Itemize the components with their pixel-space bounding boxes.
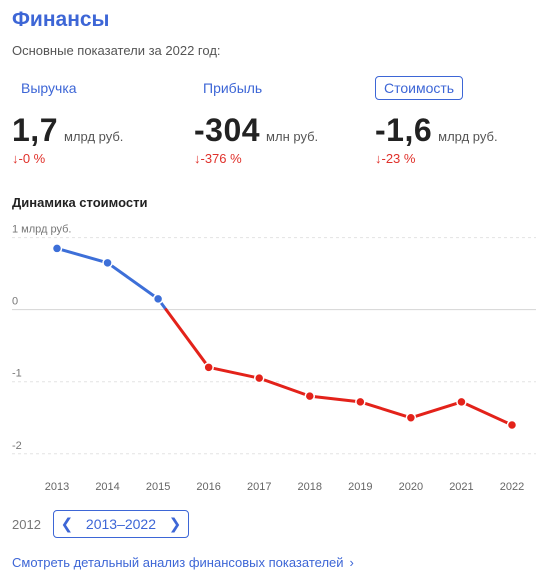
previous-year-label[interactable]: 2012	[12, 516, 41, 532]
value-line-chart: 1 млрд руб. 0 -1 -2 2013 2014 2015 2016 2017 2018…	[12, 224, 536, 493]
x-tick-label: 2013	[45, 481, 69, 493]
chevron-left-icon[interactable]: ❮	[60, 516, 74, 533]
series-line-segment	[55, 246, 110, 265]
data-point	[253, 372, 265, 384]
value-value: -1,6	[375, 112, 433, 148]
x-tick-label: 2016	[196, 481, 220, 493]
page-title: Финансы	[12, 8, 110, 31]
detailed-analysis-link-label: Смотреть детальный анализ финансовых пок…	[12, 555, 344, 570]
detailed-analysis-link[interactable]: Смотреть детальный анализ финансовых пок…	[12, 555, 354, 570]
x-tick-label: 2019	[348, 481, 372, 493]
series-line-segment	[164, 308, 211, 369]
metric-revenue: Выручка 1,7 млрд руб. ↓-0 %	[12, 76, 182, 166]
profit-value: -304	[194, 112, 261, 148]
year-range-selector: ❮ 2013–2022 ❯	[52, 510, 189, 538]
y-tick-label: -2	[12, 440, 22, 452]
data-point	[506, 419, 518, 431]
revenue-unit: млрд руб.	[63, 129, 124, 144]
data-point	[304, 390, 316, 402]
x-tick-label: 2015	[146, 481, 170, 493]
series-line-segment	[106, 261, 160, 301]
x-tick-label: 2021	[449, 481, 473, 493]
revenue-value: 1,7	[12, 112, 58, 148]
y-tick-label: 0	[12, 296, 18, 308]
data-point	[456, 396, 467, 408]
revenue-change: ↓-0 %	[12, 151, 46, 166]
data-point	[102, 257, 113, 269]
profit-unit: млн руб.	[266, 129, 319, 144]
chart-section-title: Динамика стоимости	[12, 195, 148, 210]
value-change: ↓-23 %	[375, 151, 416, 166]
data-point	[51, 243, 63, 254]
profit-change: ↓-376 %	[194, 151, 242, 166]
data-point	[405, 412, 417, 424]
x-tick-label: 2018	[298, 481, 322, 493]
series-line-segment	[207, 365, 261, 380]
series-line-segment	[358, 400, 413, 420]
tab-revenue[interactable]: Выручка	[21, 80, 77, 96]
series-line-segment	[459, 400, 514, 427]
metric-profit: Прибыль -304 млн руб. ↓-376 %	[194, 76, 364, 166]
page-subtitle: Основные показатели за 2022 год:	[12, 43, 221, 58]
value-unit: млрд руб.	[438, 129, 498, 144]
data-point	[152, 293, 164, 305]
metric-value: Стоимость -1,6 млрд руб. ↓-23 %	[375, 76, 545, 166]
year-range-label: 2013–2022	[85, 516, 156, 532]
chevron-right-icon: ›	[349, 555, 354, 570]
series-line-segment	[257, 376, 312, 398]
x-tick-label: 2020	[399, 481, 423, 493]
series-line-segment	[409, 400, 463, 420]
data-point	[203, 362, 214, 373]
tab-profit[interactable]: Прибыль	[203, 80, 263, 96]
y-tick-label: -1	[12, 368, 22, 380]
x-tick-label: 2022	[500, 481, 524, 493]
y-tick-label: 1 млрд руб.	[12, 224, 71, 236]
tab-value[interactable]: Стоимость	[375, 76, 464, 100]
data-point	[355, 396, 366, 408]
x-tick-label: 2014	[95, 481, 119, 493]
chevron-right-icon[interactable]: ❯	[168, 516, 182, 533]
series-line-segment	[308, 394, 362, 404]
year-range-control: 2012 ❮ 2013–2022 ❯	[12, 510, 189, 538]
x-tick-label: 2017	[247, 481, 271, 493]
